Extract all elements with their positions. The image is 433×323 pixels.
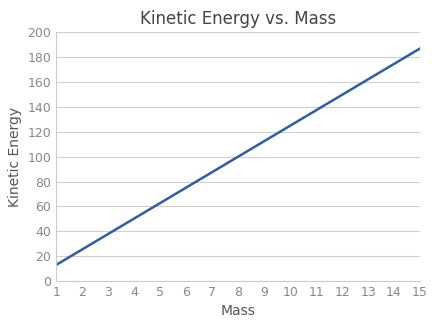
Y-axis label: Kinetic Energy: Kinetic Energy <box>8 107 22 207</box>
Title: Kinetic Energy vs. Mass: Kinetic Energy vs. Mass <box>140 10 336 28</box>
X-axis label: Mass: Mass <box>221 304 255 318</box>
